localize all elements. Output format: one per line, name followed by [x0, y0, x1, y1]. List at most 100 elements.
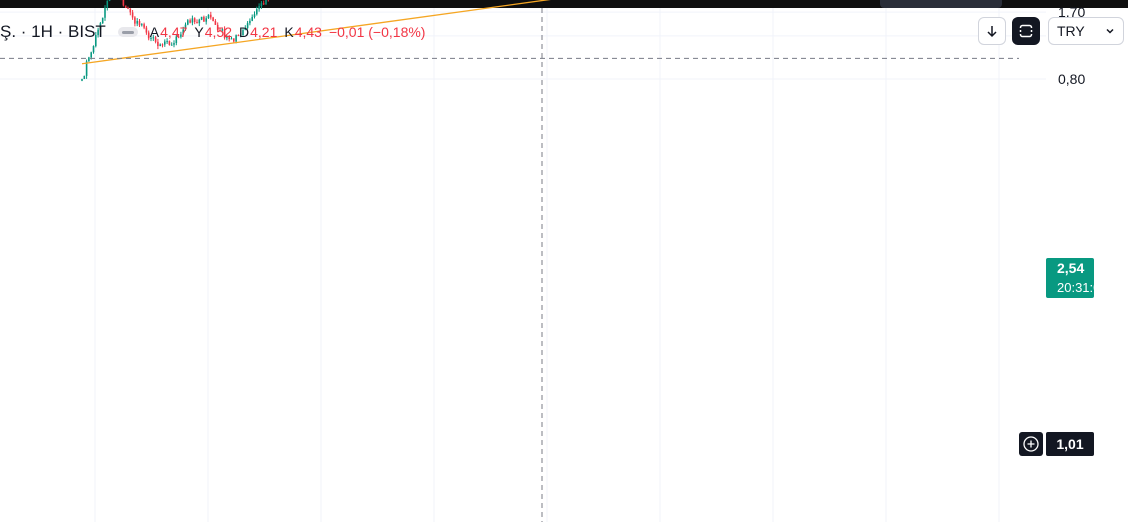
candle-body: [177, 36, 180, 38]
candle-body: [166, 41, 168, 43]
candle-body: [187, 20, 189, 25]
plus-circle-icon: [1023, 436, 1039, 452]
top-toolbar-strip: [0, 0, 1128, 8]
candle-body: [221, 29, 224, 31]
candle-body: [226, 37, 228, 39]
candle-body: [256, 9, 258, 15]
symbol-name[interactable]: Ş. · 1H · BIST: [0, 22, 106, 41]
candle-body: [154, 37, 157, 42]
candle-body: [134, 17, 136, 24]
candle-body: [212, 17, 214, 22]
trendlines: [81, 0, 551, 65]
scroll-to-realtime-button[interactable]: [978, 17, 1006, 45]
candle-body: [127, 7, 129, 9]
candle-body: [258, 6, 260, 10]
crosshair-price-badge: 1,01: [1046, 432, 1094, 456]
price-tick-label: 0,80: [1058, 71, 1085, 87]
candle-body: [104, 7, 106, 18]
candle-body: [239, 35, 242, 37]
last-price-badge: 2,54 20:31:07: [1046, 258, 1108, 298]
candle-body: [152, 37, 155, 39]
open-value: 4,47: [160, 24, 188, 40]
candle-body: [173, 43, 175, 45]
candle-body: [136, 21, 138, 24]
screenshot-button[interactable]: [1012, 17, 1040, 45]
candle-body: [170, 44, 173, 46]
candle-body: [124, 5, 127, 8]
candle-body: [131, 12, 134, 18]
low-value: 4,21: [250, 24, 278, 40]
price-tick-label: 2,10: [1058, 0, 1085, 1]
candle-body: [214, 21, 217, 25]
candle-body: [95, 35, 97, 47]
candle-body: [83, 75, 86, 80]
last-price-value: 2,54: [1057, 260, 1085, 276]
high-label: Y: [194, 24, 204, 40]
candle-body: [219, 29, 221, 31]
chevron-down-icon: [1106, 28, 1114, 34]
candle-body: [88, 57, 90, 62]
candle-body: [228, 37, 230, 40]
top-toolbar-tab[interactable]: [880, 0, 1002, 8]
low-label: D: [238, 24, 250, 40]
candle-body: [81, 79, 83, 81]
candle-body: [198, 19, 201, 24]
candle-body: [150, 37, 152, 39]
candles: [81, 0, 269, 82]
candle-body: [205, 18, 207, 22]
candle-body: [235, 35, 237, 42]
candle-body: [97, 29, 99, 36]
candle-body: [230, 38, 233, 40]
candle-body: [164, 41, 166, 45]
candle-body: [207, 14, 210, 19]
candle-body: [182, 29, 184, 35]
candle-body: [90, 52, 92, 58]
candle-body: [92, 46, 95, 53]
candle-body: [143, 24, 145, 28]
candle-body: [184, 24, 187, 30]
candle-body: [101, 17, 104, 24]
currency-label: TRY: [1057, 23, 1085, 39]
candle-body: [106, 0, 109, 8]
change-value: −0,01 (−0,18%): [328, 24, 426, 40]
open-label: A: [149, 24, 160, 40]
candle-body: [253, 14, 256, 17]
candle-body: [99, 23, 102, 30]
candle-body: [193, 18, 196, 23]
candle-body: [161, 44, 164, 46]
candle-body: [147, 32, 150, 39]
candle-body: [180, 34, 182, 37]
candle-body: [159, 44, 161, 47]
candle-body: [237, 35, 240, 37]
candle-body: [216, 24, 219, 30]
candle-body: [210, 14, 212, 18]
candle-body: [157, 41, 159, 47]
candle-body: [260, 3, 263, 7]
candle-body: [196, 22, 198, 24]
candle-body: [191, 18, 194, 23]
countdown-value: 20:31:07: [1057, 280, 1108, 295]
candle-body: [242, 30, 244, 36]
candle-body: [265, 0, 267, 5]
candle-body: [168, 41, 171, 45]
symbol-legend: Ş. · 1H · BIST A 4,47 Y 4,52 D 4,21 K 4,…: [0, 20, 432, 44]
candle-body: [129, 8, 132, 13]
candle-body: [141, 24, 143, 26]
candle-body: [175, 36, 178, 44]
candle-body: [233, 38, 235, 42]
currency-select[interactable]: TRY: [1048, 17, 1124, 45]
high-value: 4,52: [204, 24, 232, 40]
candle-body: [122, 0, 125, 6]
candle-body: [223, 29, 226, 38]
close-value: 4,43: [294, 24, 322, 40]
candle-body: [200, 16, 203, 20]
guide-lines: [0, 8, 1019, 522]
visibility-toggle-icon[interactable]: [117, 27, 138, 37]
trendline-support: [81, 0, 551, 65]
arrow-down-icon: [987, 26, 997, 38]
chart-grid: [0, 8, 1046, 522]
candle-body: [244, 27, 247, 31]
price-tick-label: 1,70: [1058, 4, 1085, 20]
add-alert-button[interactable]: [1019, 432, 1043, 456]
